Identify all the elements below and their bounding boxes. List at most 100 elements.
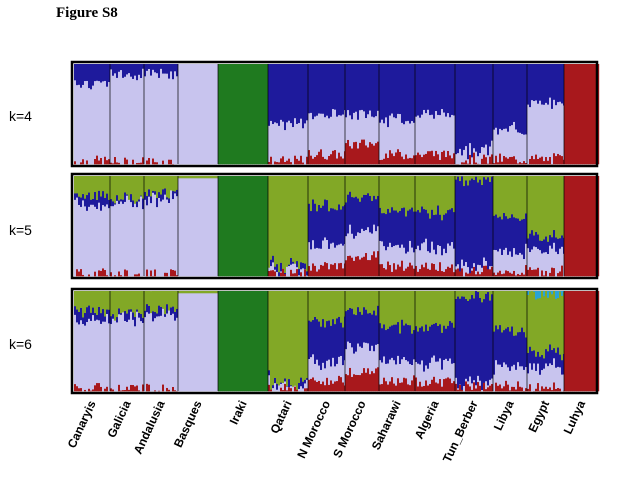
admixture-bar: [489, 300, 492, 380]
admixture-bar: [507, 158, 510, 165]
admixture-bar: [314, 64, 317, 117]
admixture-bar: [351, 64, 354, 120]
admixture-bar: [407, 64, 410, 121]
admixture-bar: [525, 213, 528, 244]
admixture-bar: [449, 291, 452, 322]
admixture-bar: [322, 362, 325, 382]
admixture-bar: [557, 387, 560, 392]
admixture-bar: [465, 381, 468, 392]
admixture-bar: [411, 364, 414, 381]
admixture-bar: [459, 180, 462, 272]
admixture-bar: [473, 291, 476, 299]
admixture-bar: [369, 110, 372, 143]
admixture-bar: [433, 263, 436, 277]
admixture-bar: [511, 386, 514, 392]
admixture-bar: [284, 272, 287, 275]
admixture-bar: [172, 198, 175, 271]
admixture-bar: [479, 385, 482, 392]
admixture-bar: [156, 176, 159, 199]
admixture-bar: [511, 64, 514, 126]
admixture-bar: [387, 328, 390, 364]
admixture-bar: [361, 197, 364, 229]
admixture-bar: [385, 153, 388, 165]
admixture-bar: [465, 160, 468, 165]
admixture-bar: [417, 386, 420, 392]
admixture-bar: [150, 270, 153, 277]
admixture-bar: [114, 73, 117, 158]
admixture-bar: [533, 246, 536, 270]
admixture-bar: [240, 64, 243, 165]
admixture-bar: [431, 64, 434, 115]
admixture-bar: [437, 154, 440, 165]
admixture-bar: [437, 361, 440, 384]
admixture-bar: [455, 266, 458, 270]
admixture-bar: [268, 125, 271, 162]
admixture-bar: [347, 233, 350, 256]
admixture-bar: [363, 111, 366, 140]
admixture-bar: [332, 108, 335, 151]
admixture-bar: [194, 291, 197, 294]
admixture-bar: [387, 157, 390, 165]
admixture-bar: [389, 64, 392, 116]
admixture-bar: [513, 176, 516, 218]
admixture-bar: [453, 248, 456, 273]
admixture-bar: [170, 64, 173, 72]
admixture-bar: [342, 327, 345, 366]
admixture-bar: [489, 181, 492, 267]
admixture-bar: [272, 262, 275, 271]
admixture-bar: [359, 291, 362, 312]
admixture-bar: [461, 259, 464, 269]
admixture-bar: [515, 64, 518, 130]
admixture-bar: [543, 275, 546, 277]
admixture-bar: [124, 192, 127, 202]
admixture-bar: [308, 265, 311, 277]
admixture-bar: [465, 261, 468, 273]
admixture-bar: [234, 291, 237, 392]
admixture-bar: [174, 71, 177, 165]
admixture-bar: [292, 126, 295, 165]
admixture-bar: [344, 385, 346, 392]
admixture-bar: [425, 238, 428, 263]
admixture-bar: [359, 64, 362, 111]
admixture-bar: [132, 384, 135, 392]
admixture-bar: [586, 291, 589, 392]
population-block-n-morocco: [308, 176, 346, 277]
admixture-bar: [445, 291, 448, 329]
admixture-bar: [515, 369, 518, 390]
admixture-bar: [417, 291, 420, 332]
admixture-bar: [100, 270, 103, 277]
admixture-bar: [282, 156, 285, 165]
admixture-bar: [80, 176, 83, 198]
admixture-bar: [138, 176, 141, 200]
admixture-bar: [497, 251, 500, 273]
admixture-bar: [104, 176, 107, 199]
admixture-bar: [84, 325, 87, 390]
admixture-bar: [385, 64, 388, 118]
admixture-bar: [417, 209, 420, 246]
admixture-bar: [204, 291, 207, 294]
admixture-bar: [170, 190, 173, 270]
admixture-bar: [276, 291, 279, 384]
admixture-bar: [260, 64, 263, 165]
admixture-bar: [353, 197, 356, 239]
admixture-bar: [445, 64, 448, 117]
admixture-bar: [439, 64, 442, 116]
admixture-bar: [499, 248, 502, 271]
admixture-bar: [487, 176, 490, 178]
admixture-bar: [90, 312, 93, 321]
admixture-bar: [431, 324, 434, 358]
admixture-bar: [82, 323, 85, 392]
admixture-bar: [423, 154, 426, 165]
admixture-bar: [427, 64, 430, 110]
admixture-bar: [160, 315, 163, 392]
admixture-bar: [116, 162, 119, 165]
admixture-bar: [186, 293, 189, 392]
admixture-bar: [302, 176, 305, 263]
admixture-bar: [367, 147, 370, 165]
admixture-bar: [274, 266, 277, 270]
admixture-bar: [467, 273, 470, 277]
admixture-bar: [489, 64, 492, 147]
admixture-bar: [324, 261, 327, 277]
admixture-bar: [499, 153, 502, 165]
admixture-bar: [445, 268, 448, 277]
